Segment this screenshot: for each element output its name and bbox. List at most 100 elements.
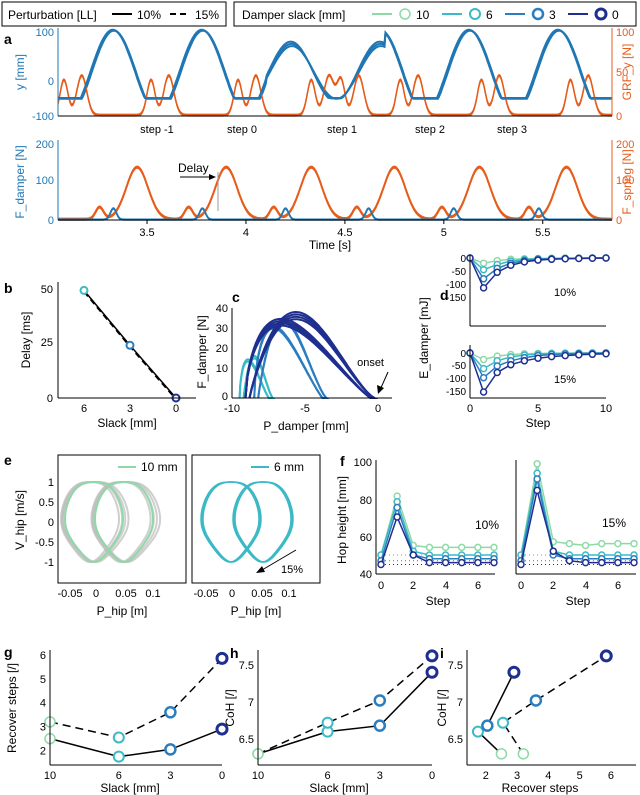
f-xtick: 2 (550, 580, 556, 592)
i-plot-point (599, 649, 613, 663)
f-right-point (565, 556, 574, 565)
d-top-point (479, 259, 488, 267)
d-bottom-point (479, 388, 488, 396)
e-gray-loop (92, 481, 162, 564)
c-xtick: -5 (300, 403, 310, 415)
i-plot-point (471, 725, 484, 738)
a-top-ylabel: y [mm] (13, 54, 27, 90)
panel-i: 6.5 7 7.5 2 3 4 5 6 Recover steps CoH [/] (435, 649, 636, 795)
c-xtick: 0 (375, 403, 381, 415)
b-ylabel: Delay [ms] (19, 312, 33, 369)
i-xticks: 2 3 4 5 6 (483, 770, 614, 782)
f-left-point (377, 560, 385, 569)
e-xtick: 0.1 (145, 588, 160, 600)
a-top-ytick: -100 (32, 111, 54, 123)
f-xtick: 0 (378, 580, 384, 592)
f-right-point (581, 558, 590, 567)
d-top-point (575, 254, 583, 263)
step-label: step 3 (497, 124, 527, 136)
d-bottom-point (588, 350, 597, 359)
b-xtick: 0 (173, 403, 179, 415)
d-bottom-point (479, 373, 488, 382)
d-plot-bottom (466, 349, 610, 396)
e-legend-6-label: 6 mm (274, 460, 304, 474)
a-bottom-ylabel-right: F_spring [N] (620, 149, 634, 214)
panel-letter-d: d (440, 287, 449, 303)
f-left-point (490, 543, 498, 552)
a-bottom-ytick: 200 (36, 139, 54, 151)
f-xlabel-right: Step (566, 594, 591, 608)
b-point (79, 285, 89, 295)
e-xtick: 0 (93, 588, 99, 600)
h-ylabel: CoH [/] (223, 689, 237, 726)
f-left-point (425, 543, 434, 552)
d-bottom-ytick: -150 (446, 387, 466, 398)
d-bottom-ytick: -50 (452, 361, 467, 372)
e-teal-loop (234, 481, 294, 563)
a-bottom-rtick: 100 (616, 175, 634, 187)
d-top-ytick: 0 (460, 254, 466, 265)
f-right-point (614, 539, 622, 548)
h-plot-series-0 (257, 671, 433, 755)
a-bottom-spring-line (58, 167, 612, 221)
c-xlabel: P_damper [mm] (263, 419, 348, 433)
d-plot-top (466, 254, 610, 292)
i-ylabel: CoH [/] (435, 689, 449, 726)
a-bottom-spring-line (58, 166, 612, 220)
f-plot (377, 460, 638, 569)
d-xlabel: Step (526, 416, 551, 430)
d-xtick: 10 (600, 403, 612, 415)
e-ytick: -0.5 (35, 537, 54, 549)
panel-letter-f: f (340, 453, 345, 469)
f-right-point (533, 475, 541, 483)
i-xticks-label: 3 (514, 770, 520, 782)
h-xticks-label: 6 (325, 770, 331, 782)
h-plot-point (425, 665, 439, 679)
panel-h: 6.5 7 7.5 10 6 3 0 Slack [mm] CoH [/] (223, 649, 439, 795)
e-ytick: 0.5 (39, 497, 54, 509)
d-label-10: 10% (554, 287, 576, 299)
a-bottom-series (58, 165, 612, 221)
legend-slack-6-label: 6 (486, 8, 493, 22)
f-ytick: 60 (360, 532, 372, 544)
d-bottom-point (561, 351, 569, 360)
f-left-point (425, 558, 434, 567)
e-arrow (261, 549, 297, 571)
e-xtick: -0.05 (57, 588, 82, 600)
i-xticks-label: 6 (608, 770, 614, 782)
a-top-grf-line (57, 73, 612, 115)
e-xlabel-right: P_hip [m] (231, 604, 282, 618)
f-left-point (457, 543, 466, 552)
a-top-rtick: 0 (616, 111, 622, 123)
step-label: step 2 (415, 124, 445, 136)
a-xlabel: Time [s] (309, 238, 351, 252)
b-xlabel: Slack [mm] (97, 416, 156, 430)
f-ytick: 80 (360, 495, 372, 507)
h-plot-point (373, 694, 387, 707)
a-top-rtick: 100 (616, 27, 634, 39)
panel-letter-e: e (4, 452, 12, 468)
a-bottom-spring-line (58, 165, 612, 220)
legend-15-label: 15% (195, 8, 219, 22)
panel-g: 2 3 4 5 6 10 6 3 0 Slack [mm] Recover steps [/] (5, 650, 229, 795)
d-top-point (534, 256, 542, 264)
h-xticks-label: 0 (429, 770, 435, 782)
e-xtick: 0.05 (115, 588, 136, 600)
i-xlabel: Recover steps (502, 781, 579, 795)
d-top-point (479, 284, 488, 292)
f-right-point (597, 558, 606, 567)
h-yticks: 6.5 7 7.5 (239, 660, 254, 746)
d-top-point (547, 255, 556, 264)
panel-letter-i: i (440, 645, 444, 661)
f-xtick: 2 (410, 580, 416, 592)
d-top-point (561, 255, 569, 263)
e-ytick: -1 (44, 557, 54, 569)
g-xticks: 10 6 3 0 (44, 770, 225, 782)
a-xtick-label: 5 (441, 227, 447, 239)
g-plot (44, 651, 229, 763)
d-top-point (588, 254, 597, 263)
panel-letter-g: g (4, 644, 13, 660)
i-yticks: 6.5 7 7.5 (448, 660, 463, 746)
i-yticks-label: 7.5 (448, 660, 463, 672)
